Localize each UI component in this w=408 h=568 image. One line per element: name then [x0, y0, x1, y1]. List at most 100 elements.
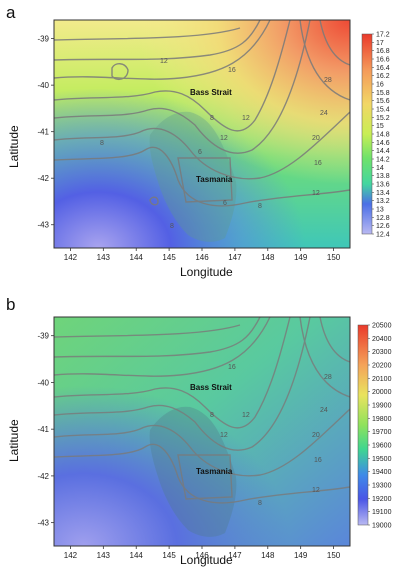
- colorbar-tick-label: 15.4: [376, 107, 390, 114]
- colorbar-tick-label: 19500: [372, 456, 392, 463]
- colorbar-tick-label: 16.4: [376, 65, 390, 72]
- y-tick-label: -39: [37, 35, 49, 44]
- annotation-tasmania: Tasmania: [196, 467, 233, 476]
- x-tick-label: 146: [195, 253, 209, 262]
- x-tick-label: 150: [327, 253, 341, 262]
- y-tick-label: -40: [37, 81, 49, 90]
- colorbar-tick-label: 13.4: [376, 190, 390, 197]
- contour-label: 16: [228, 364, 236, 371]
- colorbar-tick-label: 19900: [372, 403, 392, 410]
- colorbar-tick-labels: 20500 20400 20300 20200 20100 20000 19900 19800…: [368, 323, 392, 530]
- contour-label: 24: [320, 110, 328, 117]
- contour-label: 16: [314, 457, 322, 464]
- colorbar-gradient: [361, 33, 373, 235]
- panel-a: a 12: [6, 3, 390, 279]
- colorbar-tick-label: 16: [376, 82, 384, 89]
- x-tick-labels: 142 143 144 145 146 147 148 149 150: [64, 546, 341, 560]
- x-tick-label: 144: [130, 551, 144, 560]
- y-tick-labels: -39 -40 -41 -42 -43: [37, 35, 54, 230]
- x-tick-labels: 142 143 144 145 146 147 148 149 150: [64, 248, 341, 262]
- colorbar-tick-label: 19400: [372, 469, 392, 476]
- x-tick-label: 148: [261, 253, 275, 262]
- colorbar-tick-label: 12.6: [376, 223, 390, 230]
- contour-label: 20: [312, 135, 320, 142]
- colorbar-tick-label: 15: [376, 123, 384, 130]
- colorbar-tick-label: 13.8: [376, 173, 390, 180]
- contour-label: 28: [324, 374, 332, 381]
- contour-label: 12: [312, 487, 320, 494]
- colorbar-tick-label: 14: [376, 165, 384, 172]
- contour-lines: [54, 317, 350, 504]
- y-tick-label: -39: [37, 332, 49, 341]
- colorbar-tick-label: 20500: [372, 323, 392, 330]
- y-tick-label: -43: [37, 519, 49, 528]
- x-axis-title: Longitude: [180, 553, 233, 567]
- contour-label: 8: [170, 223, 174, 230]
- colorbar-tick-label: 19700: [372, 429, 392, 436]
- contour-label: 8: [258, 203, 262, 210]
- contour-label: 28: [324, 77, 332, 84]
- colorbar-tick-label: 19100: [372, 509, 392, 516]
- contour-label: 20: [312, 432, 320, 439]
- colorbar-tick-label: 16.6: [376, 57, 390, 64]
- colorbar-tick-label: 19800: [372, 416, 392, 423]
- colorbar-tick-label: 14.2: [376, 157, 390, 164]
- colorbar-tick-label: 15.6: [376, 98, 390, 105]
- colorbar-tick-label: 19300: [372, 483, 392, 490]
- contour-label: 6: [223, 200, 227, 207]
- colorbar-tick-label: 20300: [372, 349, 392, 356]
- contour-label: 16: [228, 67, 236, 74]
- x-tick-label: 149: [294, 551, 308, 560]
- colorbar-tick-label: 13: [376, 207, 384, 214]
- x-axis-title: Longitude: [180, 265, 233, 279]
- y-tick-label: -42: [37, 472, 49, 481]
- colorbar-tick-label: 16.2: [376, 73, 390, 80]
- y-tick-label: -43: [37, 221, 49, 230]
- colorbar-tick-label: 20400: [372, 336, 392, 343]
- colorbar-tick-label: 19000: [372, 523, 392, 530]
- x-tick-label: 143: [97, 253, 111, 262]
- annotation-tasmania: Tasmania: [196, 175, 233, 184]
- panel-b: b 12 16 20 24 28: [6, 295, 392, 567]
- contour-label: 12: [242, 412, 250, 419]
- colorbar-tick-label: 20100: [372, 376, 392, 383]
- y-tick-label: -40: [37, 378, 49, 387]
- contour-label: 12: [160, 58, 168, 65]
- contour-label: 12: [220, 432, 228, 439]
- y-axis-title: Latitude: [7, 125, 21, 168]
- x-tick-label: 145: [162, 551, 176, 560]
- contour-label: 8: [258, 500, 262, 507]
- x-tick-label: 150: [327, 551, 341, 560]
- colorbar-tick-label: 12.8: [376, 215, 390, 222]
- heatmap-field: 12 16 20 24 28 8 12 16 12 8: [54, 317, 350, 546]
- panel-label: a: [6, 3, 16, 22]
- heatmap-field: 12 12 16 20 24 28 8 8 12 16 12 8 6 6 8: [54, 20, 350, 248]
- colorbar-tick-label: 14.8: [376, 132, 390, 139]
- y-axis-title: Latitude: [7, 419, 21, 462]
- colorbar-tick-label: 17.2: [376, 32, 390, 39]
- x-tick-label: 143: [97, 551, 111, 560]
- x-tick-label: 147: [228, 253, 242, 262]
- y-tick-label: -41: [37, 425, 49, 434]
- contour-label: 12: [242, 115, 250, 122]
- x-tick-label: 148: [261, 551, 275, 560]
- contour-label: 8: [210, 115, 214, 122]
- contour-label: 24: [320, 407, 328, 414]
- colorbar-tick-label: 16.8: [376, 48, 390, 55]
- colorbar-tick-label: 14.4: [376, 148, 390, 155]
- contour-label: 8: [100, 140, 104, 147]
- y-tick-label: -42: [37, 174, 49, 183]
- x-tick-label: 142: [64, 551, 78, 560]
- contour-labels: 12 12 16 20 24 28 8 8 12 16 12 8 6 6 8: [100, 58, 332, 230]
- colorbar-tick-label: 15.2: [376, 115, 390, 122]
- tasmania-land: [149, 406, 237, 537]
- y-tick-label: -41: [37, 128, 49, 137]
- colorbar-tick-label: 13.2: [376, 198, 390, 205]
- x-tick-label: 142: [64, 253, 78, 262]
- colorbar-tick-label: 19600: [372, 443, 392, 450]
- x-tick-label: 145: [162, 253, 176, 262]
- colorbar-tick-label: 20000: [372, 389, 392, 396]
